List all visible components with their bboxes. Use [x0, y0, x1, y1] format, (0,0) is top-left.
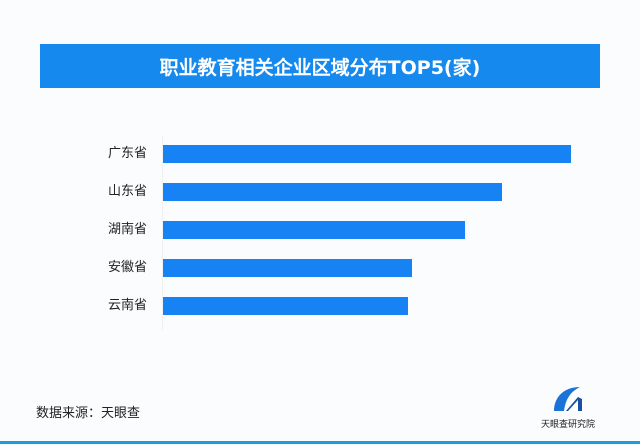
data-source: 数据来源：天眼查: [36, 406, 141, 421]
category-label: 广东省: [108, 146, 148, 161]
chart-title: 职业教育相关企业区域分布TOP5(家): [40, 44, 600, 88]
category-label: 山东省: [108, 184, 148, 199]
bar-5: [163, 297, 408, 315]
logo: 天眼查研究院: [528, 385, 608, 430]
logo-text: 天眼查研究院: [540, 420, 595, 430]
bar-2: [163, 183, 502, 201]
category-label: 安徽省: [108, 260, 148, 275]
category-label: 云南省: [108, 298, 148, 313]
bar-4: [163, 259, 412, 277]
bar-1: [163, 145, 571, 163]
bar-3: [163, 221, 465, 239]
category-label: 湖南省: [108, 222, 148, 237]
y-axis-line: [162, 135, 163, 330]
tianyancha-logo-icon: [554, 387, 582, 411]
bottom-border: [0, 441, 640, 444]
